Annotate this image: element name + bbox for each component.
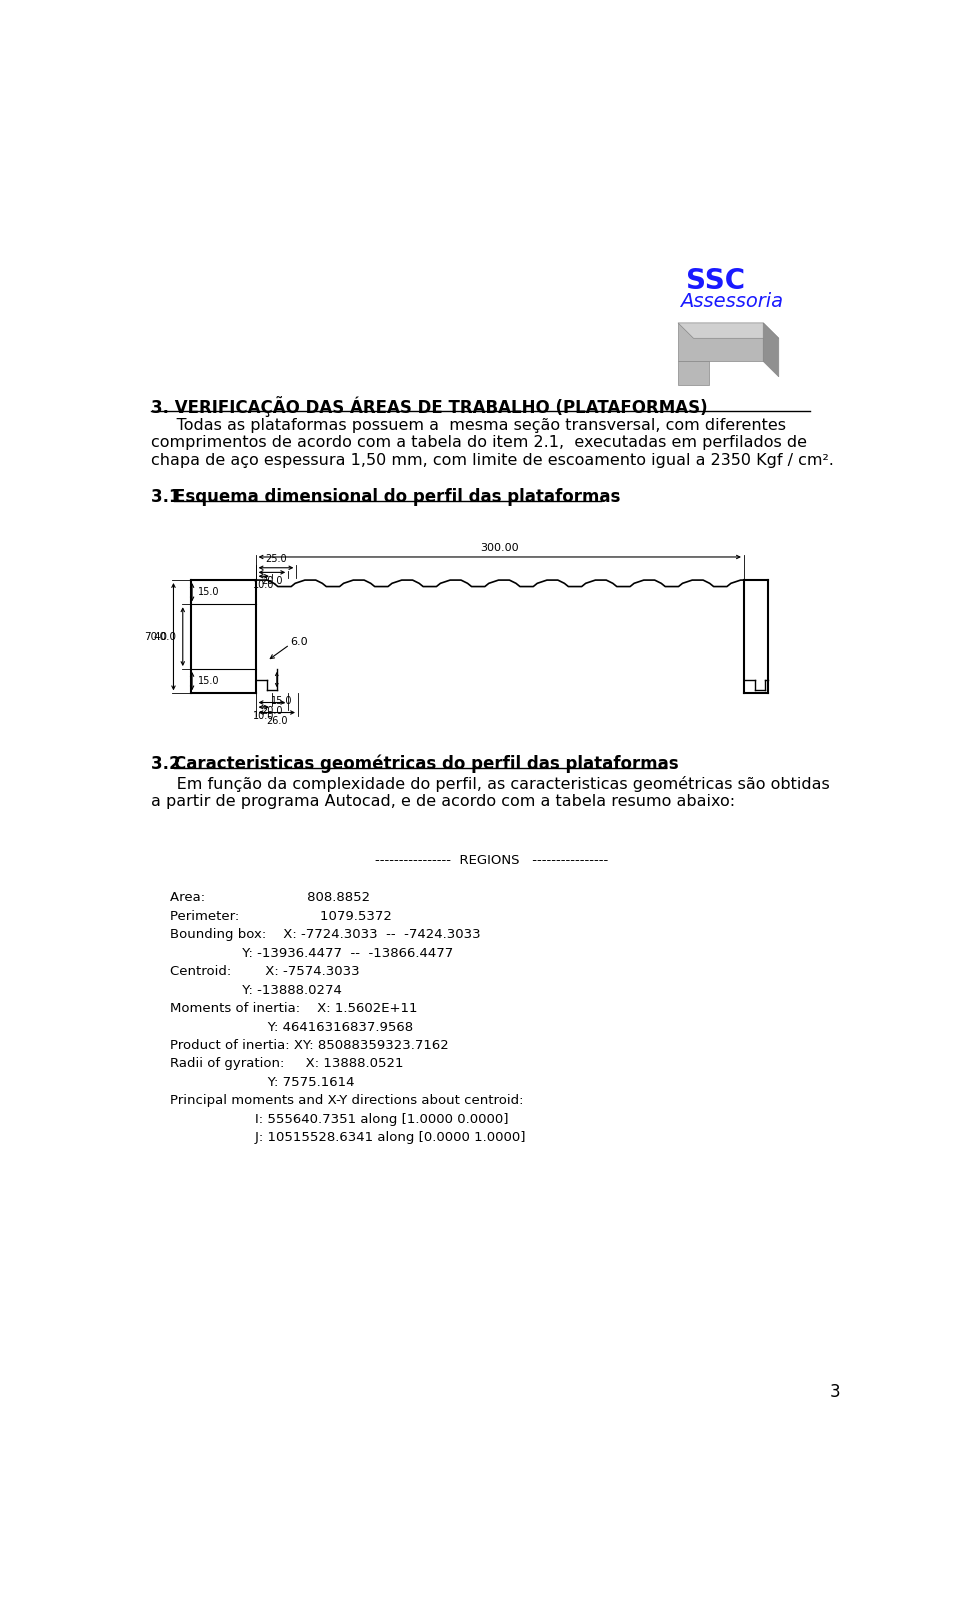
Text: a partir de programa Autocad, e de acordo com a tabela resumo abaixo:: a partir de programa Autocad, e de acord… — [151, 794, 735, 810]
Text: 26.0: 26.0 — [266, 717, 288, 726]
Text: 40.0: 40.0 — [154, 632, 177, 642]
Text: 10.0: 10.0 — [253, 581, 275, 590]
Text: Product of inertia: XY: 85088359323.7162: Product of inertia: XY: 85088359323.7162 — [170, 1038, 449, 1053]
Text: Todas as plataformas possuem a  mesma seção transversal, com diferentes: Todas as plataformas possuem a mesma seç… — [151, 418, 786, 432]
Text: 15.0: 15.0 — [199, 677, 220, 686]
Text: 20.0: 20.0 — [261, 576, 282, 586]
Text: J: 10515528.6341 along [0.0000 1.0000]: J: 10515528.6341 along [0.0000 1.0000] — [170, 1131, 526, 1144]
Text: Centroid:        X: -7574.3033: Centroid: X: -7574.3033 — [170, 965, 360, 978]
Polygon shape — [678, 362, 709, 384]
Text: Caracteristicas geométricas do perfil das plataformas: Caracteristicas geométricas do perfil da… — [175, 755, 679, 773]
Text: 3. VERIFICAÇÃO DAS ÁREAS DE TRABALHO (PLATAFORMAS): 3. VERIFICAÇÃO DAS ÁREAS DE TRABALHO (PL… — [151, 397, 708, 418]
Text: 15.0: 15.0 — [271, 696, 293, 706]
Text: Esquema dimensional do perfil das plataformas: Esquema dimensional do perfil das plataf… — [175, 488, 620, 506]
Text: 3.2: 3.2 — [151, 755, 186, 773]
Text: 300.00: 300.00 — [480, 542, 519, 554]
Polygon shape — [678, 323, 779, 338]
Text: 70.0: 70.0 — [144, 632, 167, 642]
Text: Principal moments and X-Y directions about centroid:: Principal moments and X-Y directions abo… — [170, 1094, 524, 1107]
Text: 20.0: 20.0 — [261, 706, 282, 717]
Text: ----------------  REGIONS   ----------------: ---------------- REGIONS ---------------… — [375, 854, 609, 867]
Text: Y: 7575.1614: Y: 7575.1614 — [170, 1075, 355, 1090]
Text: Em função da complexidade do perfil, as caracteristicas geométricas são obtidas: Em função da complexidade do perfil, as … — [151, 776, 829, 792]
Text: comprimentos de acordo com a tabela do item 2.1,  executadas em perfilados de: comprimentos de acordo com a tabela do i… — [151, 435, 807, 450]
Text: 15.0: 15.0 — [199, 587, 220, 597]
Text: chapa de aço espessura 1,50 mm, com limite de escoamento igual a 2350 Kgf / cm².: chapa de aço espessura 1,50 mm, com limi… — [151, 453, 834, 469]
Text: Y: -13888.0274: Y: -13888.0274 — [170, 984, 343, 997]
Text: 3: 3 — [830, 1382, 841, 1402]
Text: Area:                        808.8852: Area: 808.8852 — [170, 891, 371, 904]
Text: Y: 46416316837.9568: Y: 46416316837.9568 — [170, 1021, 414, 1034]
Text: 6.0: 6.0 — [291, 637, 308, 646]
Text: 3.1: 3.1 — [151, 488, 186, 506]
Polygon shape — [678, 323, 763, 362]
Text: SSC: SSC — [685, 267, 745, 294]
Text: 25.0: 25.0 — [265, 554, 287, 563]
Polygon shape — [763, 323, 779, 376]
Text: Assessoria: Assessoria — [680, 291, 782, 310]
Text: Radii of gyration:     X: 13888.0521: Radii of gyration: X: 13888.0521 — [170, 1058, 404, 1070]
Text: Y: -13936.4477  --  -13866.4477: Y: -13936.4477 -- -13866.4477 — [170, 947, 454, 960]
Text: Bounding box:    X: -7724.3033  --  -7424.3033: Bounding box: X: -7724.3033 -- -7424.303… — [170, 928, 481, 941]
Text: I: 555640.7351 along [1.0000 0.0000]: I: 555640.7351 along [1.0000 0.0000] — [170, 1114, 509, 1126]
Text: Perimeter:                   1079.5372: Perimeter: 1079.5372 — [170, 910, 393, 923]
Text: Moments of inertia:    X: 1.5602E+11: Moments of inertia: X: 1.5602E+11 — [170, 1002, 418, 1014]
Text: 10.0: 10.0 — [253, 710, 275, 722]
